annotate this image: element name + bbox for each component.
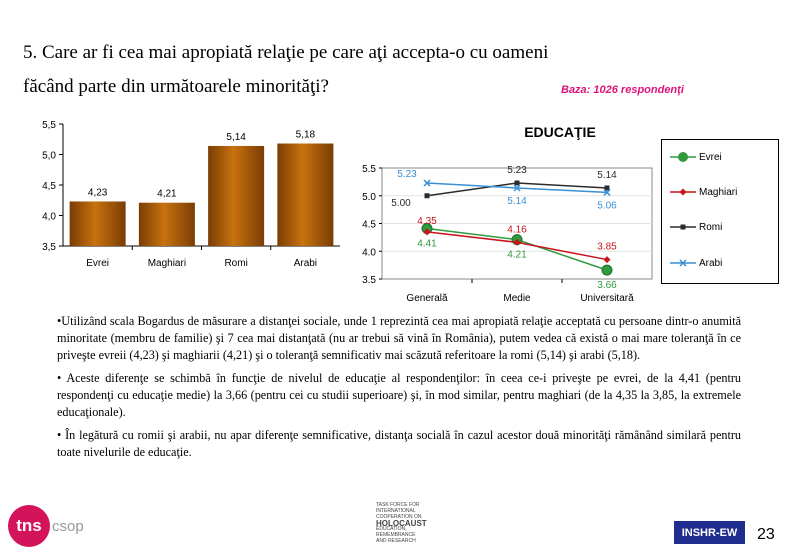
line-point [603, 188, 611, 196]
tns-logo: tns [8, 505, 50, 547]
chart-legend: Evrei Maghiari Romi Arabi [661, 139, 779, 284]
bar-y-tick-label: 4,0 [42, 212, 56, 223]
bar-category-label: Romi [224, 258, 247, 269]
line-data-label: 5.23 [397, 169, 417, 180]
line-y-tick-label: 4.5 [362, 220, 376, 231]
line-data-label: 4.41 [417, 238, 437, 249]
taskforce-logo-line: COOPERATION ON [376, 514, 422, 520]
legend-label: Maghiari [699, 186, 738, 198]
taskforce-logo-line: TASK FORCE FOR [376, 502, 420, 508]
legend-item-arabi: Arabi [670, 256, 722, 270]
bar-data-label: 4,23 [88, 187, 108, 198]
page-number: 23 [757, 526, 775, 543]
bar-y-tick-label: 5,5 [42, 120, 56, 131]
line-point [423, 228, 431, 236]
inshr-ew-badge: INSHR-EW [674, 521, 745, 544]
body-paragraph-1: •Utilizând scala Bogardus de măsurare a … [57, 314, 741, 362]
line-x-tick-label: Medie [503, 293, 531, 304]
line-point [513, 238, 521, 246]
line-point [424, 193, 430, 199]
bar-data-label: 4,21 [157, 189, 177, 200]
legend-swatch [670, 188, 696, 196]
line-data-label: 5.06 [597, 200, 617, 211]
slide-title-line1: 5. Care ar fi cea mai apropiată relaţie … [23, 42, 549, 63]
line-chart-title: EDUCAŢIE [524, 124, 596, 140]
line-x-tick-label: Universitară [580, 293, 634, 304]
bar-category-label: Maghiari [148, 258, 186, 269]
legend-item-maghiari: Maghiari [670, 185, 737, 199]
bar-y-tick-label: 5,0 [42, 151, 56, 162]
taskforce-logo-line: HOLOCAUST [376, 519, 427, 528]
legend-swatch-marker [679, 259, 687, 267]
bar-data-label: 5,18 [296, 130, 316, 141]
legend-swatch-marker [680, 224, 686, 230]
legend-swatch [670, 152, 696, 162]
slide-title-line2: făcând parte din următoarele minorităţi? [23, 76, 329, 97]
line-data-label: 4.21 [507, 250, 527, 261]
line-data-label: 5.14 [597, 170, 617, 181]
line-y-tick-label: 3.5 [362, 275, 376, 286]
legend-swatch [670, 259, 696, 267]
line-point [513, 184, 521, 192]
base-note: Baza: 1026 respondenţi [561, 84, 684, 96]
bar [69, 201, 126, 246]
line-data-label: 4.35 [417, 216, 437, 227]
taskforce-logo-line: REMEMBRANCE [376, 532, 416, 538]
bar-chart: 3,5 4,0 4,5 5,0 5,5 4,23 Evrei 4,21 Maghiari 5,14… [42, 120, 340, 269]
legend-label: Evrei [699, 151, 722, 163]
line-data-label: 4.16 [507, 224, 527, 235]
body-paragraph-2: • Aceste diferenţe se schimbă în funcţie… [57, 371, 741, 419]
line-y-tick-label: 5.0 [362, 192, 376, 203]
line-point [601, 264, 613, 276]
line-point [603, 256, 611, 264]
bar-category-label: Evrei [86, 258, 109, 269]
line-data-label: 5.14 [507, 196, 527, 207]
legend-label: Arabi [699, 257, 723, 269]
bar-category-label: Arabi [294, 258, 317, 269]
legend-item-evrei: Evrei [670, 150, 722, 164]
line-data-label: 5.00 [391, 198, 411, 209]
line-data-label: 3.66 [597, 280, 617, 291]
bar [277, 143, 334, 246]
legend-swatch-marker [678, 152, 688, 162]
line-x-tick-label: Generală [406, 293, 448, 304]
line-data-label: 5.23 [507, 165, 527, 176]
line-point [514, 180, 520, 186]
body-text: •Utilizând scala Bogardus de măsurare a … [57, 313, 741, 467]
legend-item-romi: Romi [670, 220, 722, 234]
taskforce-logo-line: AND RESEARCH [376, 538, 416, 544]
csop-logo-text: csop [52, 518, 84, 535]
line-point [423, 179, 431, 187]
line-y-tick-label: 5.5 [362, 164, 376, 175]
bar [208, 145, 265, 246]
bar-y-tick-label: 3,5 [42, 242, 56, 253]
taskforce-logo-line: EDUCATION, [376, 526, 406, 532]
line-point [604, 185, 610, 191]
legend-swatch-marker [679, 188, 687, 196]
line-data-label: 3.85 [597, 242, 617, 253]
taskforce-logo-line: INTERNATIONAL [376, 508, 416, 514]
bar-data-label: 5,14 [226, 132, 246, 143]
bar [138, 202, 195, 246]
line-chart: EDUCAŢIE 3.5 4.0 4.5 5.0 5.5 Generală Medie Univ… [362, 124, 653, 304]
legend-label: Romi [699, 221, 723, 233]
legend-swatch [670, 224, 696, 230]
bar-y-tick-label: 4,5 [42, 181, 56, 192]
line-y-tick-label: 4.0 [362, 247, 376, 258]
body-paragraph-3: • În legătură cu romii şi arabii, nu apa… [57, 428, 741, 459]
